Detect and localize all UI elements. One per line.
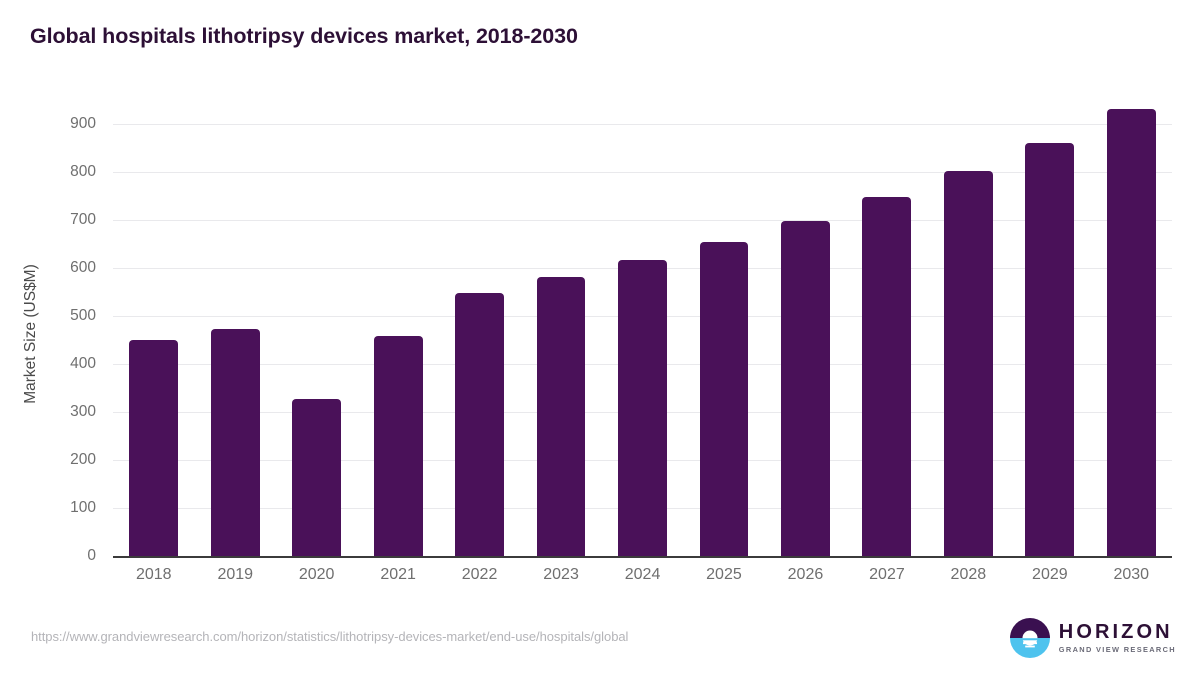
y-axis-tick-label: 700	[70, 211, 96, 228]
y-axis-tick-label: 400	[70, 355, 96, 372]
y-axis-tick-label: 900	[70, 115, 96, 132]
logo-wordmark: HORIZON	[1058, 621, 1173, 644]
x-axis-tick-label: 2030	[1113, 566, 1150, 583]
y-axis-tick-label: 500	[70, 307, 96, 324]
y-axis-tick-label: 600	[70, 259, 96, 276]
y-axis-tick-label: 300	[70, 403, 96, 420]
plot-area	[113, 109, 1172, 558]
bar-series	[113, 109, 1172, 556]
x-axis-tick-label: 2026	[787, 566, 824, 583]
logo-tagline: GRAND VIEW RESEARCH	[1058, 645, 1176, 655]
bar[interactable]	[943, 171, 993, 556]
bar[interactable]	[862, 197, 912, 556]
x-axis-tick-label: 2027	[869, 566, 905, 583]
bar[interactable]	[373, 335, 423, 556]
gridline	[113, 124, 1172, 125]
y-axis-tick-label: 800	[70, 163, 96, 180]
y-axis-tick-label: 0	[87, 547, 96, 564]
bar[interactable]	[210, 329, 260, 556]
bar[interactable]	[699, 242, 749, 556]
bar[interactable]	[618, 259, 667, 556]
horizon-logo-icon	[1009, 618, 1050, 658]
bar[interactable]	[292, 398, 342, 556]
x-axis-tick-label: 2021	[380, 566, 416, 583]
x-axis-tick-label: 2028	[950, 566, 987, 583]
gridline	[113, 172, 1172, 173]
x-axis-tick-label: 2029	[1032, 566, 1068, 583]
y-axis-tick-label: 100	[70, 499, 96, 516]
horizon-logo-text: HORIZON GRAND VIEW RESEARCH	[1059, 622, 1176, 653]
page-title: Global hospitals lithotripsy devices mar…	[30, 24, 578, 48]
bar[interactable]	[536, 277, 586, 556]
x-axis-tick-label: 2023	[543, 566, 579, 583]
bar[interactable]	[129, 340, 179, 556]
bar[interactable]	[781, 221, 830, 556]
x-axis-tick-label: 2024	[624, 566, 661, 583]
x-axis-line	[113, 556, 1172, 558]
bar[interactable]	[1106, 109, 1156, 556]
x-axis-tick-label: 2019	[217, 566, 254, 583]
source-url[interactable]: https://www.grandviewresearch.com/horizo…	[31, 629, 629, 644]
bar[interactable]	[455, 293, 504, 556]
horizon-logo[interactable]: HORIZON GRAND VIEW RESEARCH	[1009, 617, 1176, 659]
x-axis-tick-label: 2025	[706, 566, 742, 583]
y-axis-tick-label: 200	[70, 451, 96, 468]
x-axis-tick-label: 2022	[461, 566, 498, 583]
x-axis-tick-label: 2018	[135, 566, 172, 583]
bar[interactable]	[1025, 143, 1075, 556]
x-axis-tick-label: 2020	[298, 566, 335, 583]
gridline	[113, 220, 1172, 221]
